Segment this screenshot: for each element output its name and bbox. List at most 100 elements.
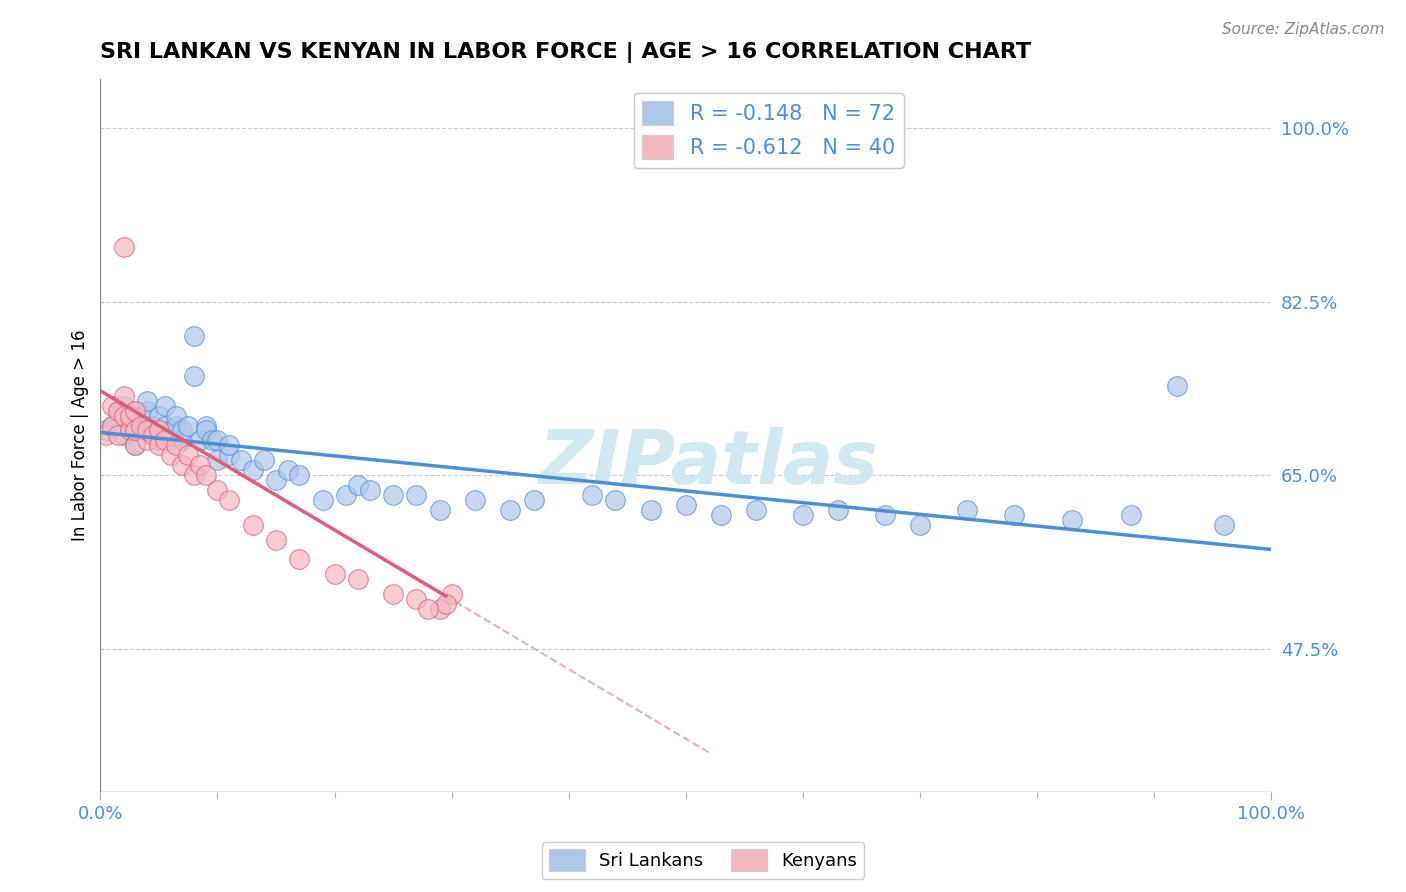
- Point: [131, 418, 153, 433]
- Point: [112, 240, 135, 254]
- Point: [148, 424, 170, 438]
- Point: [335, 488, 357, 502]
- Point: [153, 434, 176, 448]
- Point: [264, 533, 287, 547]
- Point: [1002, 508, 1025, 522]
- Point: [142, 424, 165, 438]
- Point: [165, 418, 187, 433]
- Point: [218, 492, 240, 507]
- Point: [96, 424, 118, 438]
- Point: [242, 463, 264, 477]
- Point: [159, 424, 181, 438]
- Point: [207, 483, 229, 497]
- Point: [675, 498, 697, 512]
- Point: [177, 448, 200, 462]
- Point: [1213, 517, 1236, 532]
- Point: [142, 428, 165, 442]
- Point: [1166, 379, 1188, 393]
- Point: [218, 448, 240, 462]
- Point: [159, 434, 181, 448]
- Point: [434, 597, 457, 611]
- Point: [136, 424, 159, 438]
- Point: [172, 458, 194, 472]
- Point: [194, 424, 217, 438]
- Point: [124, 403, 146, 417]
- Point: [148, 409, 170, 423]
- Point: [124, 424, 146, 438]
- Point: [148, 434, 170, 448]
- Point: [405, 592, 427, 607]
- Point: [440, 587, 463, 601]
- Point: [124, 424, 146, 438]
- Text: ZIPatlas: ZIPatlas: [538, 427, 879, 500]
- Point: [183, 468, 205, 483]
- Point: [640, 503, 662, 517]
- Point: [1060, 513, 1083, 527]
- Point: [172, 434, 194, 448]
- Point: [183, 368, 205, 383]
- Point: [107, 403, 129, 417]
- Point: [207, 434, 229, 448]
- Point: [522, 492, 544, 507]
- Point: [165, 409, 187, 423]
- Point: [188, 434, 211, 448]
- Point: [710, 508, 733, 522]
- Point: [131, 409, 153, 423]
- Point: [242, 517, 264, 532]
- Point: [194, 468, 217, 483]
- Point: [183, 329, 205, 343]
- Point: [347, 572, 370, 586]
- Point: [194, 418, 217, 433]
- Point: [136, 434, 159, 448]
- Point: [418, 602, 440, 616]
- Point: [908, 517, 931, 532]
- Point: [165, 438, 187, 452]
- Point: [124, 438, 146, 452]
- Text: SRI LANKAN VS KENYAN IN LABOR FORCE | AGE > 16 CORRELATION CHART: SRI LANKAN VS KENYAN IN LABOR FORCE | AG…: [100, 42, 1032, 62]
- Point: [112, 409, 135, 423]
- Point: [499, 503, 522, 517]
- Point: [136, 424, 159, 438]
- Point: [1119, 508, 1142, 522]
- Point: [323, 567, 346, 582]
- Y-axis label: In Labor Force | Age > 16: In Labor Force | Age > 16: [72, 330, 89, 541]
- Point: [112, 428, 135, 442]
- Point: [745, 503, 768, 517]
- Point: [96, 428, 118, 442]
- Point: [118, 409, 141, 423]
- Point: [153, 399, 176, 413]
- Point: [101, 418, 124, 433]
- Point: [118, 424, 141, 438]
- Text: Source: ZipAtlas.com: Source: ZipAtlas.com: [1222, 22, 1385, 37]
- Point: [118, 418, 141, 433]
- Point: [405, 488, 427, 502]
- Point: [118, 409, 141, 423]
- Legend: Sri Lankans, Kenyans: Sri Lankans, Kenyans: [541, 842, 865, 879]
- Point: [131, 418, 153, 433]
- Point: [359, 483, 381, 497]
- Point: [288, 468, 311, 483]
- Point: [177, 418, 200, 433]
- Point: [112, 399, 135, 413]
- Point: [188, 458, 211, 472]
- Point: [200, 434, 222, 448]
- Point: [159, 448, 181, 462]
- Point: [229, 453, 252, 467]
- Point: [429, 602, 451, 616]
- Point: [429, 503, 451, 517]
- Point: [112, 389, 135, 403]
- Point: [873, 508, 896, 522]
- Point: [101, 418, 124, 433]
- Legend: R = -0.148   N = 72, R = -0.612   N = 40: R = -0.148 N = 72, R = -0.612 N = 40: [634, 93, 904, 168]
- Point: [101, 399, 124, 413]
- Point: [312, 492, 335, 507]
- Point: [382, 587, 405, 601]
- Point: [107, 428, 129, 442]
- Point: [464, 492, 486, 507]
- Point: [347, 478, 370, 492]
- Point: [148, 438, 170, 452]
- Point: [136, 418, 159, 433]
- Point: [142, 418, 165, 433]
- Point: [136, 403, 159, 417]
- Point: [218, 438, 240, 452]
